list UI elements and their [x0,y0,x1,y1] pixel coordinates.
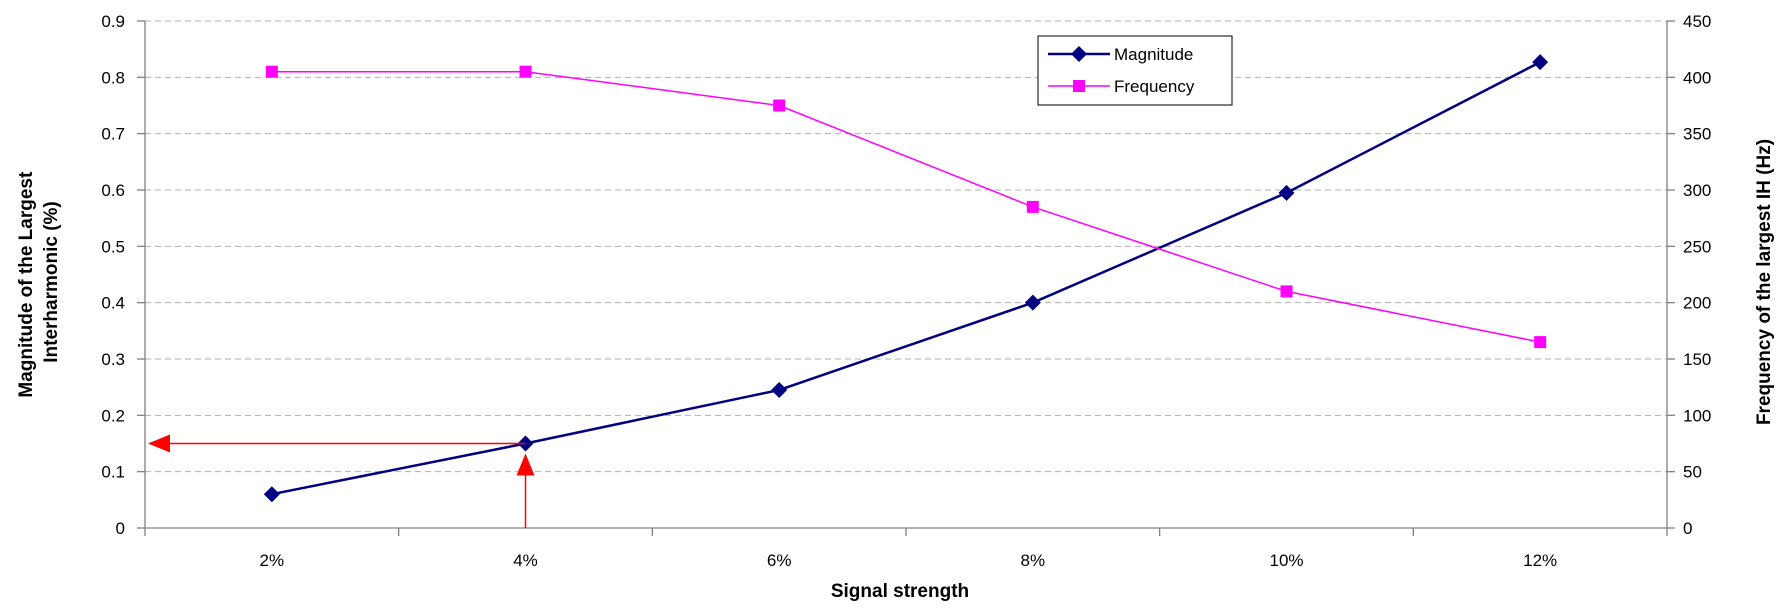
x-tick-label: 12% [1523,551,1557,570]
y2-tick-label: 350 [1683,125,1711,144]
y2-tick-label: 450 [1683,12,1711,31]
y-tick-label: 0.5 [101,237,125,256]
x-tick-label: 10% [1269,551,1303,570]
frequency-point [1026,200,1039,213]
magnitude-point [1278,184,1295,201]
y-tick-label: 0.3 [101,350,125,369]
y2-tick-label: 400 [1683,68,1711,87]
frequency-point [1534,336,1547,349]
frequency-point [519,65,532,78]
legend-box [1037,35,1233,106]
frequency-point [773,99,786,112]
x-tick-label: 4% [513,551,538,570]
x-tick-label: 2% [260,551,285,570]
magnitude-point [263,486,280,503]
y2-axis-title: Frequency of the largest IH (Hz) [1754,139,1775,425]
magnitude-line [271,61,1541,496]
y-axis-title-line-2: Interharmonic (%) [41,201,62,363]
x-axis-title: Signal strength [831,581,969,602]
legend-frequency-marker [1073,80,1085,92]
x-tick-label: 8% [1021,551,1046,570]
series-group [263,54,1549,503]
axes [137,20,1675,536]
legend-magnitude-label: Magnitude [1114,45,1193,64]
tick-labels: 0 0.1 0.2 0.3 0.4 0.5 0.6 0.7 0.8 0.9 0 50 100 150 200… [101,12,1711,570]
magnitude-point [771,381,788,398]
y2-tick-label: 100 [1683,406,1711,425]
y2-tick-label: 300 [1683,181,1711,200]
magnitude-point [1024,294,1041,311]
y-tick-label: 0.8 [101,68,125,87]
y2-tick-label: 200 [1683,294,1711,313]
y2-tick-label: 150 [1683,350,1711,369]
y-axis-title-line-1: Magnitude of the Largest [16,171,37,398]
legend: Magnitude Frequency [1037,35,1233,106]
y-tick-label: 0.7 [101,125,125,144]
magnitude-point [1532,54,1549,71]
frequency-point [1280,285,1293,298]
y-tick-label: 0.6 [101,181,125,200]
y-tick-label: 0.2 [101,406,125,425]
y-tick-label: 0 [116,519,125,538]
vertical-arrow-head [516,453,535,476]
gridlines [145,20,1667,473]
y-axis-title: Magnitude of the Largest Interharmonic (… [16,166,62,397]
x-tick-label: 6% [767,551,792,570]
y2-tick-label: 0 [1683,519,1692,538]
frequency-point [265,65,278,78]
y-tick-label: 0.9 [101,12,125,31]
legend-magnitude-marker [1071,46,1087,62]
horizontal-arrow-head [148,434,170,453]
y2-tick-label: 50 [1683,463,1702,482]
y-tick-label: 0.4 [101,294,125,313]
y-tick-label: 0.1 [101,463,125,482]
y2-tick-label: 250 [1683,237,1711,256]
legend-frequency-label: Frequency [1114,77,1195,96]
annotation-arrows [148,434,535,528]
frequency-line [271,70,1541,343]
